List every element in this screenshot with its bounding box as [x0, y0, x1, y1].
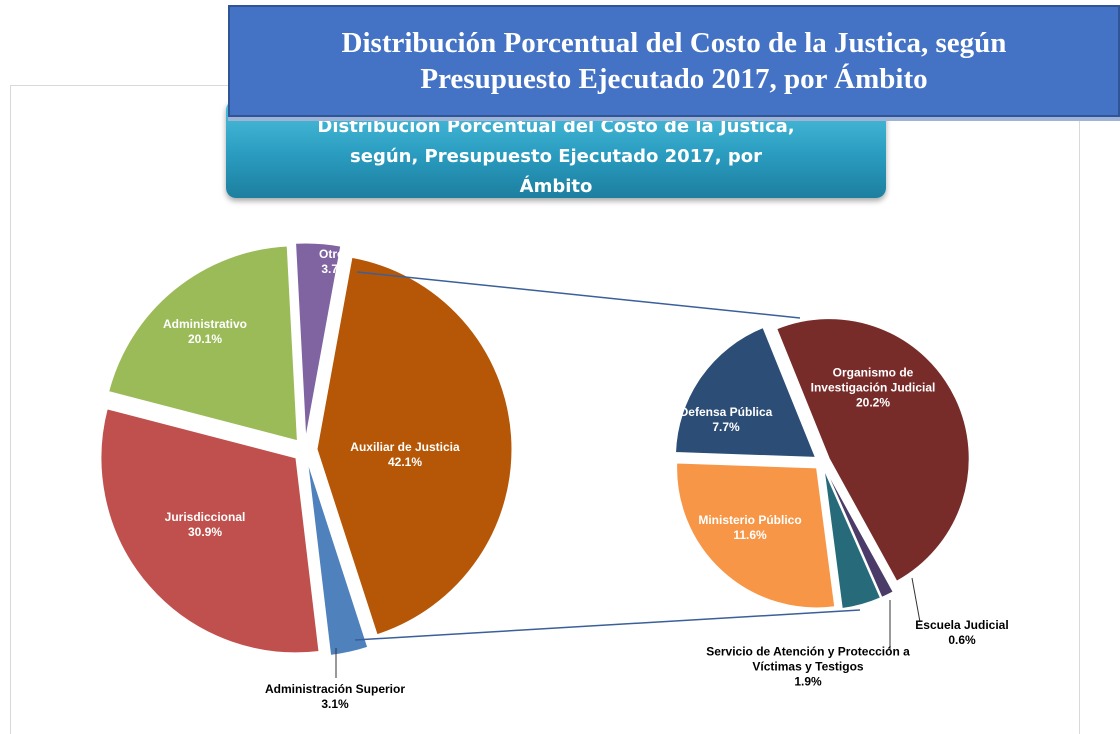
category-label: Jurisdiccional [164, 510, 246, 524]
slice-label: Otros 3.7% [305, 247, 365, 277]
pie-slice [316, 256, 513, 636]
category-label: Escuela Judicial [915, 618, 1009, 632]
category-label: Defensa Pública [679, 405, 773, 419]
connector-line [356, 271, 801, 319]
slice-label: Defensa Pública 7.7% [666, 405, 786, 435]
value-label: 3.1% [321, 697, 349, 711]
value-label: 42.1% [387, 455, 423, 469]
pie-slice [675, 326, 817, 458]
slice-label: Administración Superior 3.1% [235, 682, 435, 712]
value-label: 3.7% [321, 262, 349, 276]
connector-line [354, 609, 861, 641]
value-label: 0.6% [948, 633, 976, 647]
category-label: Servicio de Atención y Protección a Víct… [706, 644, 910, 674]
value-label: 20.1% [187, 332, 223, 346]
slice-label: Organismo de Investigación Judicial 20.2% [803, 366, 943, 411]
slice-label: Administrativo 20.1% [145, 317, 265, 347]
pie-slice [823, 469, 882, 610]
slice-label: Ministerio Público 11.6% [690, 513, 810, 543]
category-label: Auxiliar de Justicia [350, 440, 460, 454]
value-label: 7.7% [712, 420, 740, 434]
slice-label: Servicio de Atención y Protección a Víct… [688, 645, 928, 690]
pie-slice [776, 318, 970, 582]
pie-slice [676, 462, 836, 609]
value-label: 11.6% [733, 528, 767, 542]
category-label: Ministerio Público [698, 513, 802, 527]
category-label: Organismo de Investigación Judicial [810, 365, 936, 395]
pie-slice [295, 242, 342, 439]
page-title: Distribución Porcentual del Costo de la … [228, 5, 1120, 117]
value-label: 30.9% [187, 525, 223, 539]
pie-slice [100, 408, 320, 654]
pie-slice [307, 461, 369, 656]
value-label: 20.2% [855, 395, 891, 410]
category-label: Otros [318, 247, 351, 261]
category-label: Administración Superior [264, 682, 406, 696]
category-label: Administrativo [162, 317, 247, 331]
value-label: 1.9% [794, 674, 822, 689]
pie-slice [825, 468, 894, 599]
leader-line [911, 577, 921, 623]
slice-label: Jurisdiccional 30.9% [145, 510, 265, 540]
pie-slice [108, 245, 298, 442]
slice-label: Auxiliar de Justicia 42.1% [345, 440, 465, 470]
slice-label: Escuela Judicial 0.6% [902, 618, 1022, 648]
